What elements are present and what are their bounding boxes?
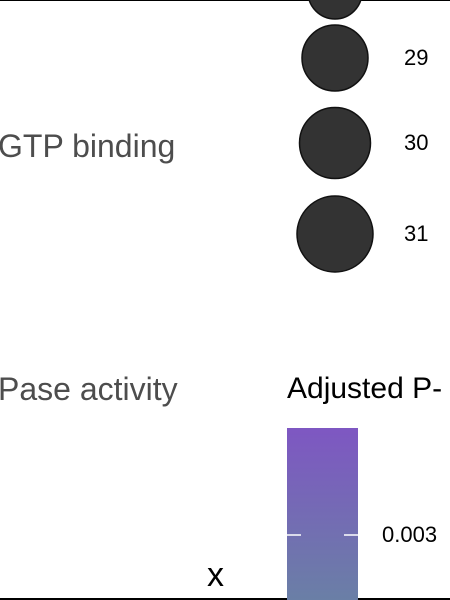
colorbar xyxy=(287,428,358,600)
size-legend-dot-30 xyxy=(298,106,372,180)
size-legend-label-29: 29 xyxy=(404,45,429,70)
size-legend-dot-31 xyxy=(296,195,374,273)
size-legend-label-31: 31 xyxy=(404,221,429,246)
size-legend-dots xyxy=(296,24,374,273)
size-legend-partial-dot xyxy=(308,0,362,20)
category-label-pase-activity: Pase activity xyxy=(0,371,178,407)
size-legend-label-30: 30 xyxy=(404,130,429,155)
colorbar-tick-label: 0.003 xyxy=(382,522,438,547)
category-label-gtp-binding: GTP binding xyxy=(0,128,176,164)
color-legend-title: Adjusted P- xyxy=(287,372,443,405)
x-axis-label: x xyxy=(207,556,224,594)
size-legend-dot-29 xyxy=(301,24,369,92)
